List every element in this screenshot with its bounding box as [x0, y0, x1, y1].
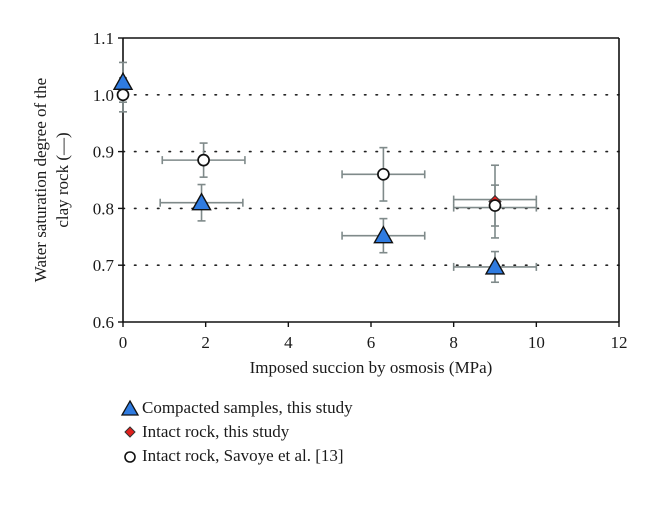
legend-item-compacted: Compacted samples, this study — [120, 396, 353, 420]
y-tick-label: 1.1 — [93, 29, 114, 48]
x-tick-label: 8 — [449, 333, 458, 352]
y-tick-label: 0.6 — [93, 313, 114, 332]
circle-marker — [377, 167, 390, 181]
y-tick-label: 1.0 — [93, 86, 114, 105]
y-axis-title-line-2: clay rock (—) — [53, 132, 72, 227]
legend-label: Compacted samples, this study — [142, 398, 353, 417]
triangle-marker — [191, 192, 212, 211]
y-tick-label: 0.8 — [93, 199, 114, 218]
gridlines — [122, 94, 620, 267]
diamond-marker-icon — [120, 422, 142, 442]
circle-marker — [197, 153, 210, 167]
triangle-marker-icon — [120, 398, 142, 418]
x-axis-title: Imposed succion by osmosis (MPa) — [250, 358, 493, 377]
legend-label: Intact rock, Savoye et al. [13] — [142, 446, 344, 465]
data-markers — [112, 71, 506, 275]
legend-item-intact-savoye: Intact rock, Savoye et al. [13] — [120, 444, 353, 468]
tick-labels: 0 2 4 6 8 10 12 0.6 0.7 0.8 0.9 1.0 1.1 — [93, 29, 628, 352]
y-axis-title-line-1: Water saturation degree of the — [31, 78, 50, 282]
triangle-marker — [373, 225, 394, 244]
axes — [118, 37, 620, 327]
y-axis-title-group: Water saturation degree of the clay rock… — [31, 78, 72, 282]
triangle-marker — [112, 71, 134, 91]
legend-item-intact-this-study: Intact rock, this study — [120, 420, 353, 444]
y-tick-label: 0.7 — [93, 256, 115, 275]
x-tick-label: 10 — [528, 333, 545, 352]
y-tick-label: 0.9 — [93, 143, 114, 162]
legend-label: Intact rock, this study — [142, 422, 290, 441]
circle-marker-icon — [120, 446, 142, 466]
x-tick-label: 6 — [367, 333, 376, 352]
circle-marker — [116, 88, 130, 102]
x-tick-label: 4 — [284, 333, 293, 352]
circle-marker — [488, 199, 502, 212]
legend: Compacted samples, this study Intact roc… — [120, 396, 353, 468]
x-tick-label: 12 — [611, 333, 628, 352]
x-tick-label: 2 — [201, 333, 210, 352]
triangle-marker — [484, 256, 506, 275]
chart: 0 2 4 6 8 10 12 0.6 0.7 0.8 0.9 1.0 1.1 Imposed succ… — [31, 29, 628, 377]
x-tick-label: 0 — [119, 333, 128, 352]
